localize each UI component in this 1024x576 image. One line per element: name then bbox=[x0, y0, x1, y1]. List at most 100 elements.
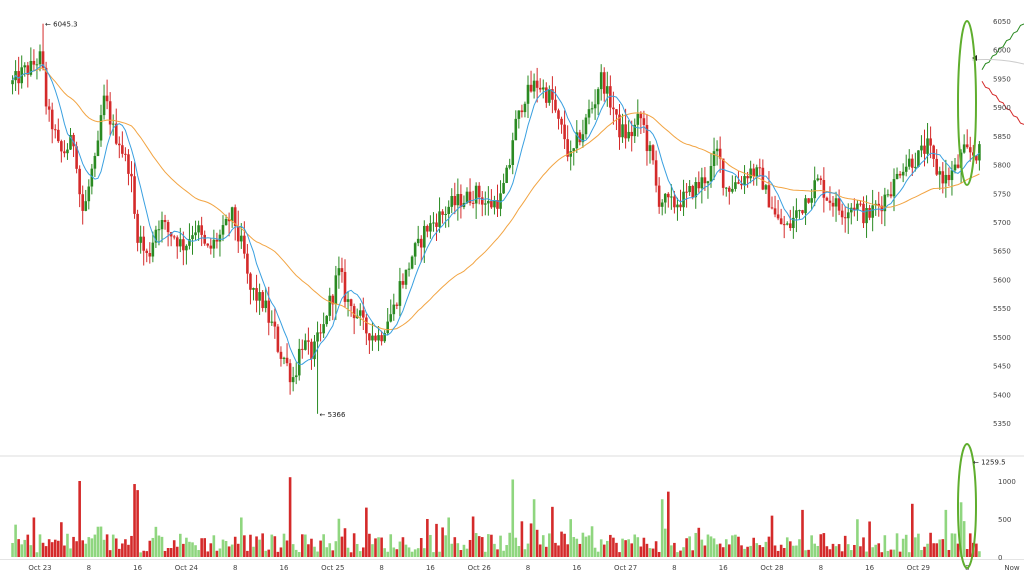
volume-tick-label: 1000 bbox=[998, 478, 1016, 486]
candle-body bbox=[737, 182, 740, 184]
spread-line bbox=[971, 59, 1024, 65]
candle-body bbox=[865, 208, 868, 224]
volume-bar bbox=[566, 544, 569, 557]
candle-body bbox=[520, 110, 524, 113]
volume-bar bbox=[602, 544, 606, 557]
volume-bar bbox=[801, 509, 804, 557]
volume-bar bbox=[911, 503, 914, 557]
volume-bar bbox=[447, 517, 450, 557]
candle-body bbox=[761, 167, 765, 190]
price-tick-label: 5550 bbox=[993, 305, 1011, 313]
volume-bar bbox=[758, 545, 762, 557]
candle-body bbox=[850, 207, 853, 213]
candle-body bbox=[636, 113, 640, 125]
time-tick-label: Now bbox=[1004, 564, 1020, 572]
candle-body bbox=[929, 138, 932, 146]
volume-bar bbox=[163, 550, 167, 557]
volume-bar bbox=[477, 536, 481, 557]
candle-body bbox=[453, 195, 457, 206]
volume-bar bbox=[102, 539, 106, 557]
volume-bar bbox=[599, 539, 603, 557]
candle-body bbox=[191, 235, 194, 240]
candle-body bbox=[517, 110, 521, 119]
candle-body bbox=[291, 377, 295, 383]
volume-bar bbox=[169, 548, 173, 557]
volume-bar bbox=[587, 535, 591, 557]
volume-bar bbox=[111, 534, 115, 557]
volume-bar bbox=[590, 526, 594, 557]
candle-body bbox=[926, 138, 929, 154]
candle-body bbox=[721, 158, 725, 188]
candle-body bbox=[667, 193, 670, 198]
volume-bar bbox=[319, 540, 322, 557]
candle-body bbox=[764, 185, 768, 190]
volume-bar bbox=[663, 528, 667, 557]
time-tick-label: 8 bbox=[87, 564, 91, 572]
candle-body bbox=[105, 95, 109, 102]
time-tick-label: 16 bbox=[426, 564, 435, 572]
candle-body bbox=[886, 194, 890, 196]
candle-body bbox=[252, 288, 255, 290]
candle-body bbox=[221, 225, 225, 235]
price-tick-label: 5450 bbox=[993, 363, 1011, 371]
candle-body bbox=[374, 335, 377, 341]
volume-bar bbox=[737, 536, 740, 557]
candle-body bbox=[154, 229, 158, 243]
volume-bar bbox=[609, 534, 612, 557]
candle-body bbox=[532, 80, 536, 92]
candle-body bbox=[545, 87, 548, 103]
candle-body bbox=[560, 118, 563, 125]
candle-body bbox=[554, 99, 557, 111]
volume-bar bbox=[545, 546, 548, 557]
candle-body bbox=[758, 167, 762, 169]
candle-body bbox=[627, 131, 630, 139]
volume-bar bbox=[746, 546, 749, 557]
volume-bar bbox=[11, 542, 14, 557]
candle-body bbox=[505, 167, 508, 183]
volume-bar bbox=[807, 549, 810, 557]
volume-bar bbox=[825, 546, 829, 557]
candle-body bbox=[240, 235, 243, 242]
volume-bar bbox=[520, 521, 524, 557]
volume-bar bbox=[978, 551, 981, 557]
volume-bar bbox=[166, 548, 170, 557]
candle-body bbox=[840, 210, 844, 218]
volume-bar bbox=[148, 540, 152, 557]
candle-body bbox=[84, 201, 88, 211]
volume-bar bbox=[258, 539, 261, 557]
candle-body bbox=[276, 326, 280, 352]
volume-bar bbox=[279, 547, 283, 557]
volume-bar bbox=[816, 545, 820, 557]
candle-body bbox=[587, 109, 591, 118]
candle-body bbox=[142, 236, 145, 251]
volume-bar bbox=[612, 537, 615, 557]
candle-body bbox=[965, 144, 969, 148]
volume-bar bbox=[697, 527, 701, 557]
volume-bar bbox=[142, 550, 145, 557]
candle-body bbox=[703, 177, 707, 184]
volume-bar bbox=[47, 539, 51, 557]
candle-body bbox=[72, 134, 75, 147]
volume-bar bbox=[230, 544, 234, 557]
volume-bar bbox=[468, 539, 472, 557]
volume-bar bbox=[182, 543, 185, 557]
time-tick-label: 8 bbox=[379, 564, 383, 572]
volume-bar bbox=[426, 518, 429, 557]
candle-body bbox=[236, 226, 240, 242]
volume-bar bbox=[377, 537, 380, 557]
candle-body bbox=[365, 317, 368, 334]
candle-body bbox=[471, 202, 475, 204]
time-tick-label: 8 bbox=[819, 564, 823, 572]
candle-body bbox=[124, 153, 127, 155]
volume-bar bbox=[462, 544, 466, 557]
volume-bar bbox=[657, 551, 661, 557]
volume-bar bbox=[429, 534, 432, 557]
volume-bar bbox=[50, 542, 54, 557]
price-tick-label: 5400 bbox=[993, 391, 1011, 399]
candle-body bbox=[111, 123, 115, 125]
volume-bar bbox=[846, 544, 850, 557]
candle-body bbox=[892, 179, 896, 197]
volume-bar bbox=[29, 545, 33, 557]
volume-bar bbox=[822, 533, 826, 557]
volume-bar bbox=[935, 543, 938, 557]
